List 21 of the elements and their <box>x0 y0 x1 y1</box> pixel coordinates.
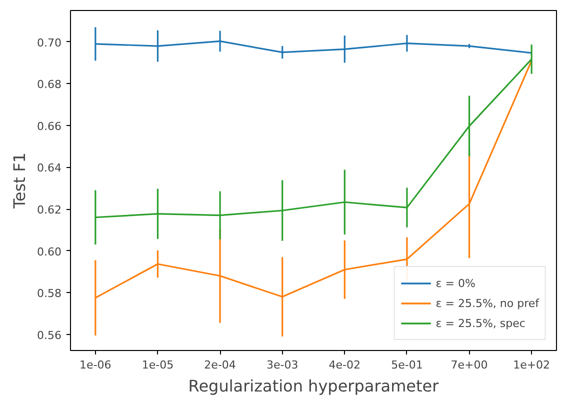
x-tick-label: 3e-03 <box>266 358 298 372</box>
x-tick-label: 5e-01 <box>391 358 423 372</box>
x-tick-label: 1e-06 <box>80 358 112 372</box>
legend-label: ε = 0% <box>436 276 476 290</box>
legend-label: ε = 25.5%, spec <box>436 316 526 330</box>
y-tick-label: 0.58 <box>37 287 62 300</box>
y-tick-label: 0.68 <box>37 78 62 92</box>
x-tick-label: 1e-05 <box>142 358 174 372</box>
x-tick-label: 4e-02 <box>328 358 361 372</box>
legend-label: ε = 25.5%, no pref <box>436 296 539 310</box>
y-tick-label: 0.60 <box>37 245 62 258</box>
x-tick-label: 7e+00 <box>450 358 488 372</box>
x-tick-label: 2e-04 <box>204 358 236 372</box>
x-tick-label: 1e+02 <box>513 358 550 372</box>
y-tick-label: 0.62 <box>37 204 62 217</box>
y-tick-label: 0.70 <box>37 36 62 50</box>
y-tick-label: 0.64 <box>37 162 62 175</box>
y-tick-label: 0.66 <box>37 120 62 133</box>
y-axis-title: Test F1 <box>10 152 30 210</box>
x-axis-title: Regularization hyperparameter <box>188 376 440 396</box>
y-tick-label: 0.56 <box>37 328 62 342</box>
